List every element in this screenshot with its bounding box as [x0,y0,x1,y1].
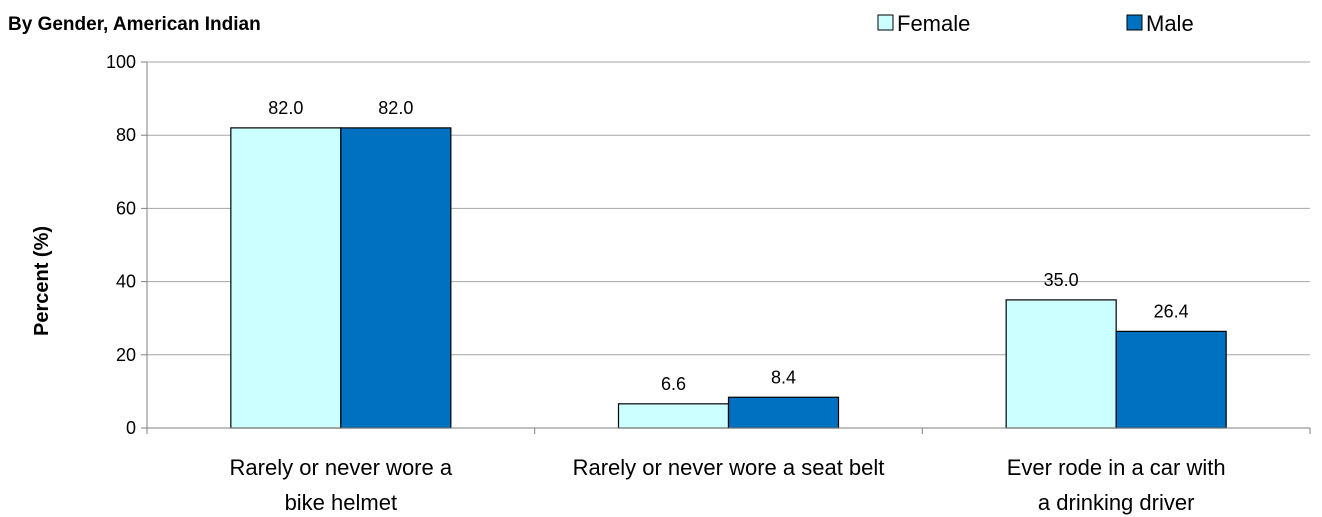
data-label: 82.0 [268,98,303,118]
y-tick-label: 100 [106,52,136,72]
y-tick-label: 60 [116,198,136,218]
category-labels: Rarely or never wore a bike helmet Rarely … [230,455,1226,515]
legend: Female Male [877,11,1194,36]
bar-male-3 [1115,330,1227,429]
legend-swatch-female [877,14,894,31]
data-label: 26.4 [1154,301,1189,321]
data-labels: 82.0 6.6 35.0 82.0 8.4 26.4 [268,98,1188,394]
legend-label-male: Male [1146,11,1194,36]
legend-label-female: Female [897,11,970,36]
axes [146,62,1311,434]
bars [230,127,1227,429]
y-tick-label: 0 [126,418,136,438]
category-label: bike helmet [285,490,398,515]
data-label: 82.0 [378,98,413,118]
y-axis-ticks: 0 20 40 60 80 100 [106,52,147,438]
y-tick-label: 40 [116,272,136,292]
bar-female-1 [230,127,342,429]
bar-female-2 [617,403,730,429]
data-label: 35.0 [1044,270,1079,290]
category-label: Rarely or never wore a [230,455,453,480]
bar-female-3 [1005,299,1117,429]
category-label: Ever rode in a car with [1007,455,1226,480]
legend-swatch-male [1126,14,1143,31]
data-label: 6.6 [661,374,686,394]
y-tick-label: 80 [116,125,136,145]
bar-male-2 [727,396,840,429]
data-label: 8.4 [771,367,796,387]
y-axis-label: Percent (%) [31,226,53,336]
y-tick-label: 20 [116,345,136,365]
bar-male-1 [340,127,452,429]
category-label: Rarely or never wore a seat belt [573,455,885,480]
category-label: a drinking driver [1038,490,1195,515]
chart-title: By Gender, American Indian [8,14,261,35]
